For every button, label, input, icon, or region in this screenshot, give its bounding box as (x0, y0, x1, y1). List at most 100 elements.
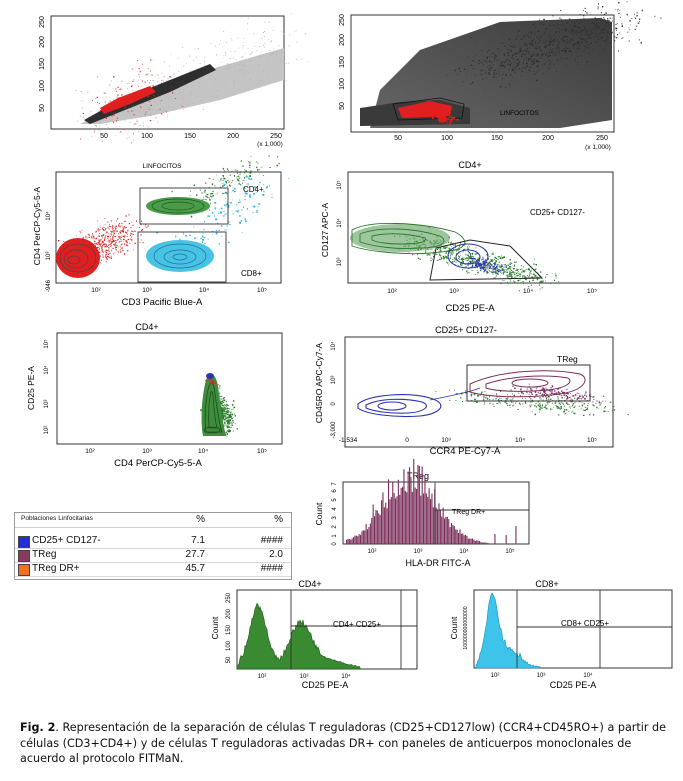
event-dot (229, 174, 231, 176)
event-dot (493, 60, 495, 62)
event-dot (558, 41, 560, 43)
event-dot (514, 273, 515, 275)
event-dot (147, 80, 148, 82)
event-dot (491, 253, 493, 255)
event-dot (582, 396, 584, 398)
event-dot (485, 269, 487, 271)
event-dot (516, 268, 518, 271)
event-dot (196, 236, 198, 238)
event-dot (596, 41, 598, 43)
event-dot (566, 388, 568, 390)
event-dot (435, 391, 437, 392)
event-dot (267, 62, 269, 63)
event-dot (462, 262, 464, 264)
event-dot (490, 268, 492, 269)
event-dot (603, 395, 605, 397)
event-dot (117, 250, 119, 253)
event-dot (595, 24, 598, 26)
event-dot (563, 391, 565, 393)
event-dot (451, 116, 452, 117)
event-dot (112, 241, 113, 243)
p4-title: CD4+ (458, 160, 481, 170)
event-dot (268, 75, 270, 77)
event-dot (577, 47, 579, 49)
event-dot (461, 258, 463, 261)
event-dot (524, 276, 526, 279)
event-dot (493, 64, 495, 66)
event-dot (585, 409, 588, 410)
event-dot (482, 268, 484, 270)
event-dot (257, 64, 259, 66)
event-dot (540, 407, 542, 409)
event-dot (482, 265, 484, 267)
event-dot (120, 103, 122, 105)
event-dot (223, 215, 225, 217)
event-dot (235, 210, 237, 212)
event-dot (483, 269, 486, 272)
event-dot (484, 89, 486, 91)
event-dot (135, 129, 137, 130)
event-dot (230, 64, 232, 66)
event-dot (211, 93, 212, 94)
event-dot (448, 250, 450, 251)
event-dot (509, 268, 511, 270)
event-dot (134, 129, 136, 131)
event-dot (561, 29, 563, 30)
event-dot (263, 32, 264, 33)
histogram-bar (431, 493, 433, 544)
event-dot (509, 263, 511, 264)
event-dot (237, 175, 240, 177)
event-dot (104, 218, 106, 219)
event-dot (227, 410, 229, 412)
event-dot (273, 61, 275, 63)
event-dot (105, 227, 106, 229)
event-dot (127, 233, 128, 235)
event-dot (189, 55, 190, 56)
event-dot (571, 39, 573, 41)
event-dot (133, 139, 134, 141)
event-dot (130, 227, 132, 228)
event-dot (483, 260, 485, 262)
event-dot (118, 224, 120, 226)
event-dot (430, 260, 432, 261)
event-dot (227, 179, 229, 181)
event-dot (510, 270, 513, 272)
event-dot (430, 249, 431, 250)
event-dot (516, 282, 518, 284)
event-dot (519, 279, 521, 281)
histogram-bar (423, 493, 425, 544)
event-dot (242, 41, 244, 43)
event-dot (547, 403, 549, 405)
event-dot (516, 274, 518, 277)
event-dot (475, 253, 477, 255)
event-dot (568, 30, 570, 32)
event-dot (214, 385, 215, 387)
event-dot (489, 60, 491, 62)
event-dot (587, 30, 589, 32)
event-dot (121, 222, 123, 224)
event-dot (502, 264, 504, 265)
event-dot (435, 253, 437, 255)
event-dot (115, 247, 117, 249)
event-dot (80, 100, 82, 102)
event-dot (577, 55, 578, 57)
event-dot (114, 226, 116, 228)
event-dot (126, 83, 128, 84)
histogram-bar (378, 513, 380, 544)
histogram-bar (382, 492, 384, 544)
event-dot (501, 269, 503, 271)
event-dot (584, 409, 586, 412)
event-dot (168, 105, 169, 106)
event-dot (557, 405, 559, 407)
event-dot (578, 393, 580, 394)
event-dot (145, 224, 146, 226)
event-dot (484, 263, 485, 265)
event-dot (615, 9, 617, 10)
event-dot (542, 280, 544, 282)
event-dot (473, 260, 475, 262)
event-dot (607, 31, 609, 34)
event-dot (86, 237, 88, 239)
event-dot (502, 61, 504, 63)
event-dot (261, 50, 263, 52)
event-dot (618, 2, 620, 4)
